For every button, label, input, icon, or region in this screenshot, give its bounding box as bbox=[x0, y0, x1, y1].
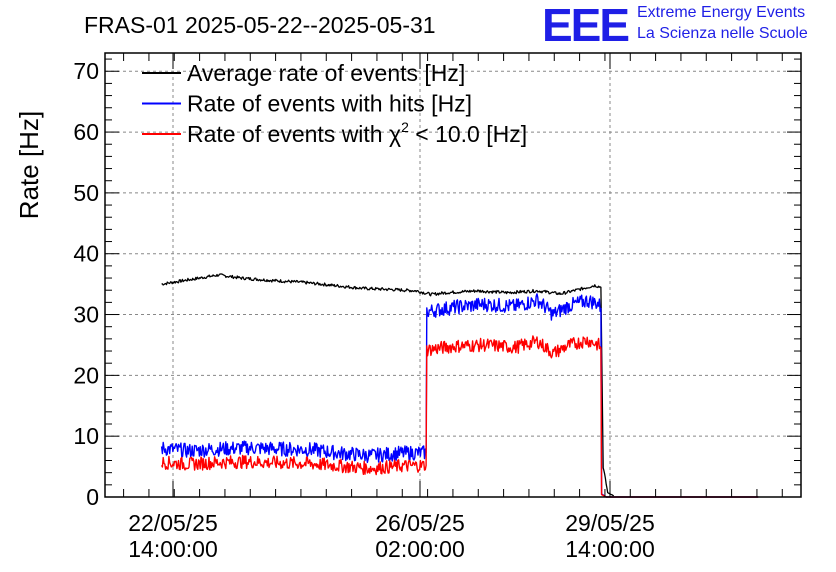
y-axis-label: Rate [Hz] bbox=[14, 111, 44, 219]
legend-label: Rate of events with hits [Hz] bbox=[187, 91, 472, 117]
legend-label: Average rate of events [Hz] bbox=[187, 60, 465, 86]
x-tick-date: 26/05/25 bbox=[375, 510, 465, 536]
y-tick-label: 20 bbox=[73, 362, 99, 388]
y-tick-label: 70 bbox=[73, 58, 99, 84]
legend: Average rate of events [Hz] Rate of event… bbox=[142, 60, 527, 147]
brand-subtitle: La Scienza nelle Scuole bbox=[637, 25, 808, 42]
y-axis: 0 10 20 30 40 50 60 70 bbox=[73, 58, 801, 510]
series-group bbox=[160, 273, 759, 498]
y-tick-label: 10 bbox=[73, 423, 99, 449]
brand-block: EEE Extreme Energy Events La Scienza nel… bbox=[542, 0, 832, 51]
series-line-3 bbox=[160, 335, 759, 498]
grid bbox=[105, 53, 801, 497]
x-tick-time: 14:00:00 bbox=[128, 536, 218, 562]
eee-logo: EEE bbox=[542, 0, 630, 51]
y-tick-label: 30 bbox=[73, 302, 99, 328]
x-axis: 22/05/2514:00:0026/05/2502:00:0029/05/25… bbox=[123, 53, 783, 562]
y-tick-label: 40 bbox=[73, 241, 99, 267]
x-tick-time: 02:00:00 bbox=[375, 536, 465, 562]
legend-label: Rate of events with χ2 < 10.0 [Hz] bbox=[187, 119, 527, 147]
brand-name: Extreme Energy Events bbox=[637, 4, 806, 21]
x-tick-date: 29/05/25 bbox=[565, 510, 655, 536]
x-tick-date: 22/05/25 bbox=[128, 510, 218, 536]
y-tick-label: 60 bbox=[73, 119, 99, 145]
series-line-2 bbox=[160, 293, 759, 498]
series-line-1 bbox=[161, 273, 615, 497]
chart-title: FRAS-01 2025-05-22--2025-05-31 bbox=[84, 12, 436, 38]
y-tick-label: 50 bbox=[73, 180, 99, 206]
y-tick-label: 0 bbox=[86, 484, 99, 510]
x-tick-time: 14:00:00 bbox=[565, 536, 655, 562]
